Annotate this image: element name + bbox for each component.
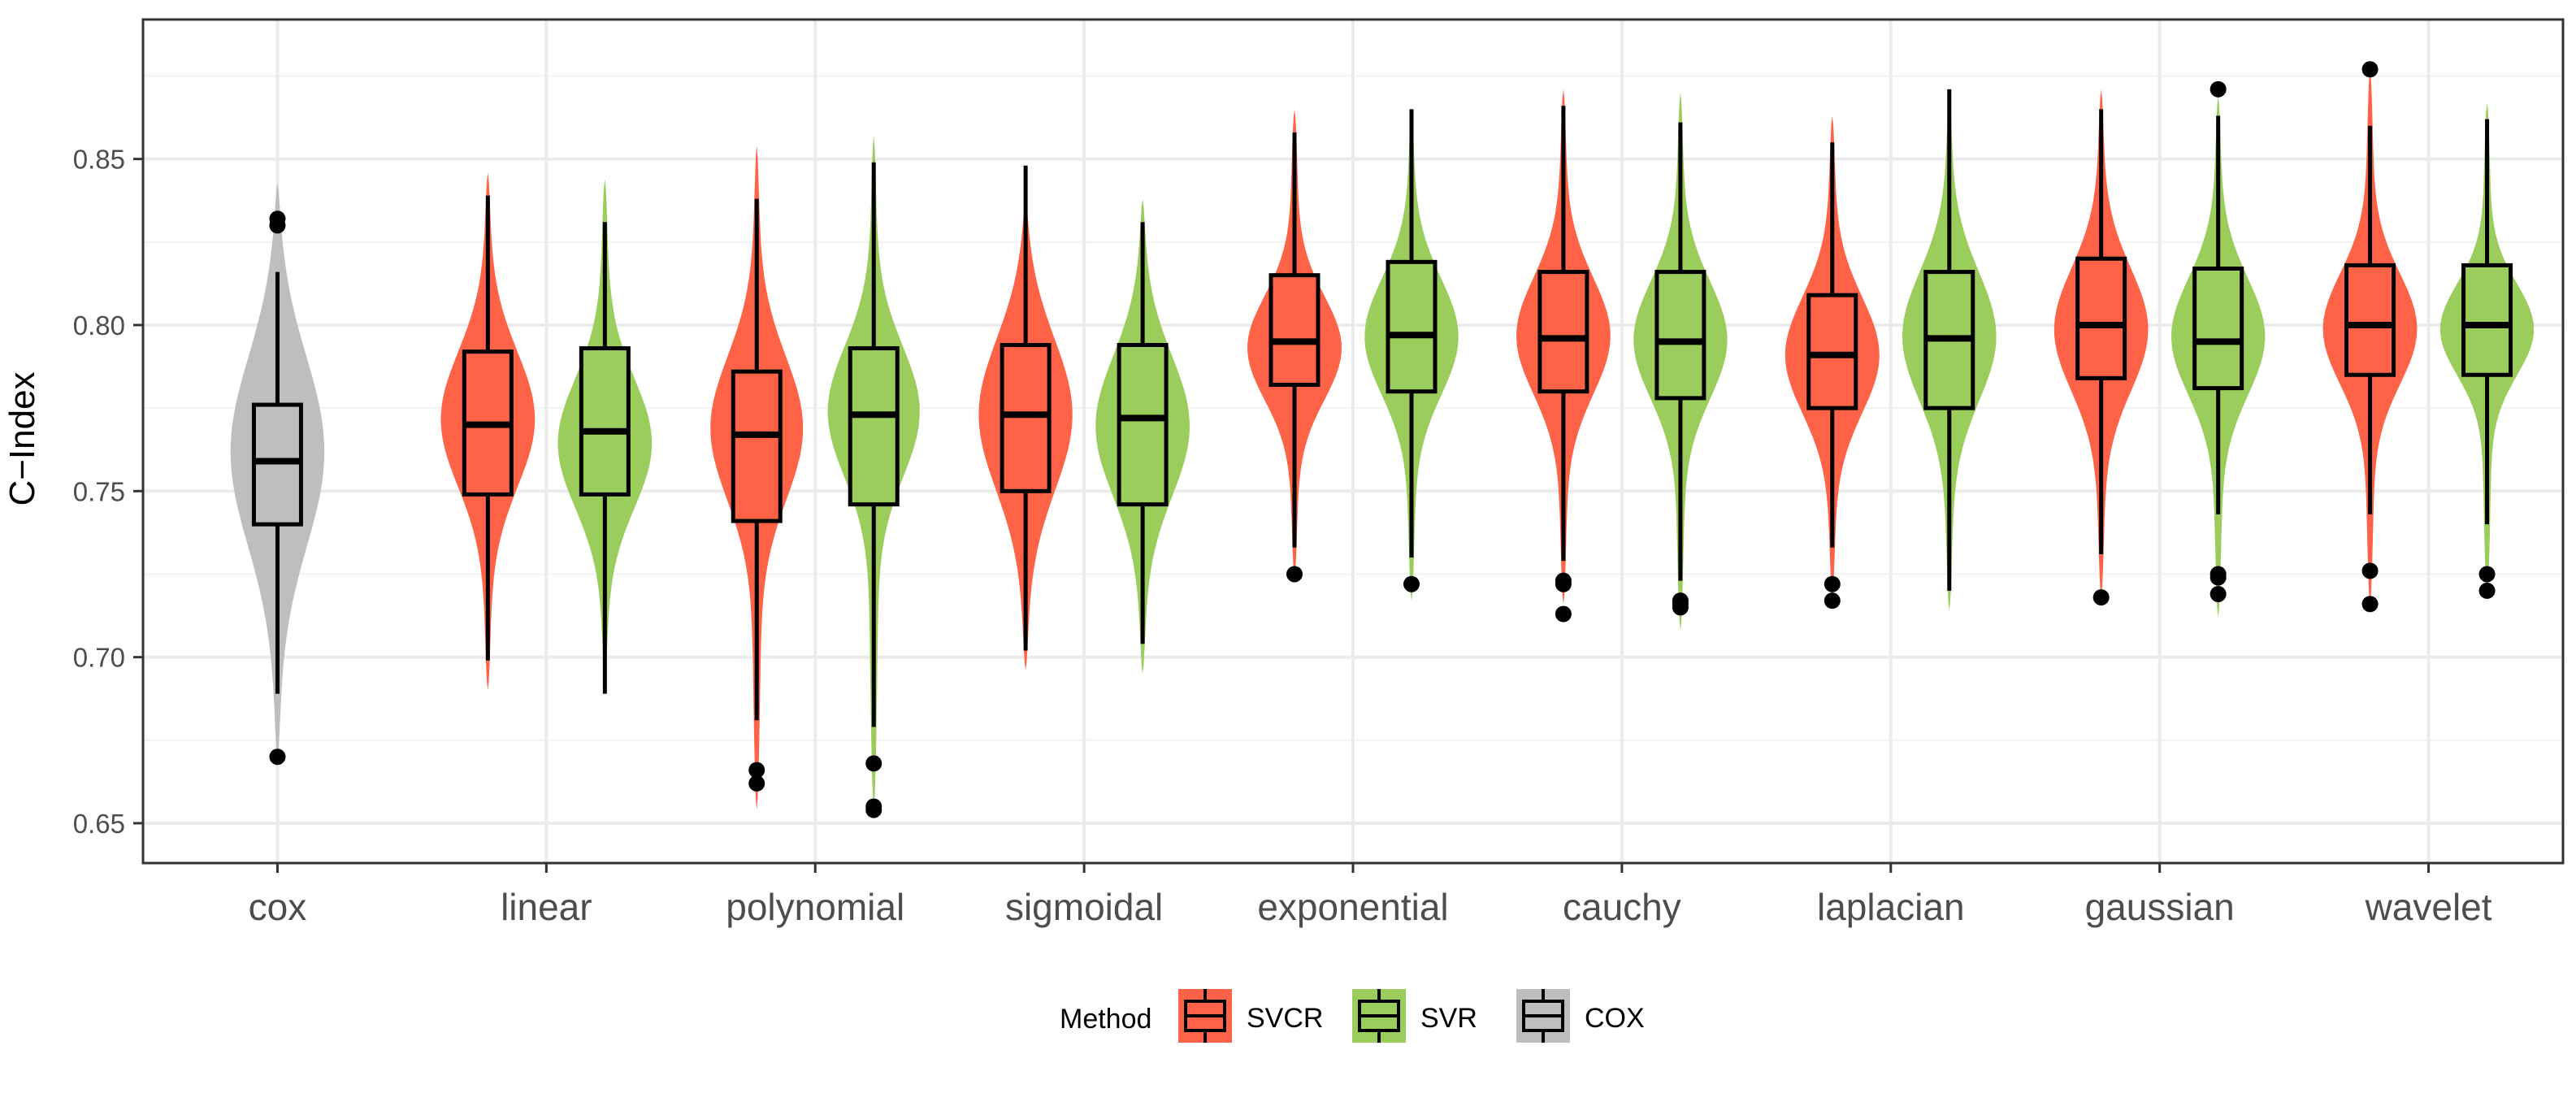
outlier-svcr-polynomial — [748, 761, 765, 779]
outlier-svcr-wavelet — [2361, 562, 2379, 579]
outlier-svcr-wavelet — [2361, 596, 2379, 613]
outlier-svcr-laplacian — [1824, 592, 1841, 610]
violin-group-svr-linear — [557, 179, 653, 694]
violin-group-svcr-sigmoidal — [978, 165, 1073, 670]
y-tick-label: 0.65 — [73, 809, 125, 839]
outlier-svr-gaussian — [2210, 566, 2227, 583]
outlier-svcr-cauchy — [1555, 605, 1572, 623]
violin-group-svr-exponential — [1364, 109, 1459, 601]
legend-entry-svr: SVR — [1352, 989, 1477, 1043]
violin-group-svcr-polynomial — [710, 145, 804, 810]
box-svr-gaussian — [2192, 266, 2244, 391]
outlier-svcr-wavelet — [2361, 61, 2379, 78]
box-svcr-wavelet — [2344, 262, 2396, 377]
x-tick-label: polynomial — [726, 886, 904, 928]
box-svr-cauchy — [1654, 270, 1706, 401]
violin-group-svr-wavelet — [2439, 102, 2535, 599]
y-tick-label: 0.80 — [73, 310, 125, 341]
box-svcr-gaussian — [2075, 256, 2127, 380]
outlier-svr-cauchy — [1672, 592, 1689, 610]
violin-group-svcr-linear — [440, 172, 536, 691]
violin-group-svcr-laplacian — [1785, 115, 1880, 610]
x-tick-label: cauchy — [1563, 886, 1681, 928]
box-svr-wavelet — [2461, 262, 2513, 377]
outlier-svr-wavelet — [2478, 566, 2496, 583]
x-tick-label: exponential — [1257, 886, 1448, 928]
plot-marks — [230, 61, 2535, 818]
outlier-cox-cox — [269, 748, 286, 766]
outlier-svr-polynomial — [865, 798, 883, 815]
box-svcr-sigmoidal — [1000, 342, 1052, 493]
violin-group-svr-cauchy — [1633, 92, 1728, 631]
box-svcr-laplacian — [1806, 293, 1858, 410]
box-svr-sigmoidal — [1117, 342, 1169, 507]
y-axis-label: C−Index — [2, 371, 42, 505]
violin-group-svr-sigmoidal — [1095, 198, 1190, 675]
outlier-svcr-polynomial — [748, 774, 765, 792]
y-tick-label: 0.70 — [73, 643, 125, 673]
outlier-svcr-exponential — [1286, 566, 1303, 583]
box-cox-cox — [251, 402, 303, 527]
x-tick-label: sigmoidal — [1005, 886, 1163, 928]
outlier-svr-gaussian — [2210, 80, 2227, 98]
violin-group-svr-laplacian — [1902, 89, 1997, 611]
box-svr-linear — [579, 346, 631, 497]
legend-entry-svcr: SVCR — [1178, 989, 1323, 1043]
box-svr-polynomial — [848, 346, 900, 507]
outlier-svr-wavelet — [2478, 582, 2496, 599]
violin-group-svcr-cauchy — [1516, 89, 1611, 623]
box-svr-exponential — [1386, 259, 1438, 394]
grid — [143, 20, 2563, 863]
legend-label: SVR — [1420, 1003, 1477, 1034]
box-svcr-polynomial — [731, 369, 783, 523]
violin-group-svcr-wavelet — [2322, 61, 2418, 613]
x-tick-label: laplacian — [1817, 886, 1965, 928]
x-tick-label: wavelet — [2365, 886, 2492, 928]
violin-group-cox-cox — [230, 182, 325, 766]
outlier-svr-gaussian — [2210, 585, 2227, 602]
x-tick-label: linear — [501, 886, 592, 928]
violin-group-svr-polynomial — [827, 136, 920, 818]
y-tick-label: 0.85 — [73, 145, 125, 175]
legend: Method SVCR SVR COX — [1060, 989, 1645, 1043]
violin-group-svcr-gaussian — [2053, 89, 2149, 606]
legend-label: COX — [1585, 1003, 1645, 1034]
legend-label: SVCR — [1247, 1003, 1323, 1034]
box-svcr-exponential — [1268, 273, 1321, 388]
violin-group-svr-gaussian — [2171, 80, 2266, 618]
outlier-svr-polynomial — [865, 755, 883, 772]
outlier-svr-exponential — [1403, 575, 1420, 592]
axes: 0.65 0.70 0.75 0.80 0.85 cox linear polynomial s… — [73, 145, 2492, 928]
x-tick-label: cox — [249, 886, 307, 928]
outlier-cox-cox — [269, 210, 286, 228]
outlier-svcr-laplacian — [1824, 575, 1841, 592]
legend-title: Method — [1060, 1004, 1151, 1035]
legend-entry-cox: COX — [1516, 989, 1645, 1043]
outlier-svcr-cauchy — [1555, 572, 1572, 589]
violin-group-svcr-exponential — [1247, 109, 1342, 583]
outlier-svcr-gaussian — [2092, 589, 2110, 606]
box-svcr-cauchy — [1537, 270, 1589, 394]
x-tick-label: gaussian — [2085, 886, 2235, 928]
y-tick-label: 0.75 — [73, 476, 125, 506]
